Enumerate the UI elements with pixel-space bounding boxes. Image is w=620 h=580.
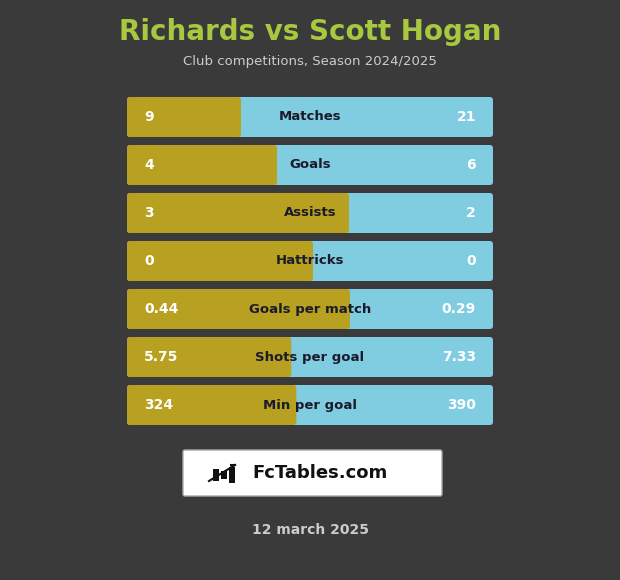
- FancyBboxPatch shape: [127, 385, 296, 425]
- Text: 0.44: 0.44: [144, 302, 179, 316]
- Text: Matches: Matches: [278, 111, 342, 124]
- FancyBboxPatch shape: [127, 337, 291, 377]
- Text: Min per goal: Min per goal: [263, 398, 357, 411]
- FancyBboxPatch shape: [127, 145, 277, 185]
- Text: 7.33: 7.33: [442, 350, 476, 364]
- Bar: [229, 467, 235, 483]
- Text: 9: 9: [144, 110, 154, 124]
- FancyBboxPatch shape: [127, 289, 350, 329]
- FancyBboxPatch shape: [127, 241, 313, 281]
- Text: 3: 3: [144, 206, 154, 220]
- Text: 6: 6: [466, 158, 476, 172]
- Text: FcTables.com: FcTables.com: [253, 464, 388, 482]
- FancyBboxPatch shape: [127, 97, 493, 137]
- FancyBboxPatch shape: [183, 450, 442, 496]
- FancyBboxPatch shape: [127, 289, 493, 329]
- FancyBboxPatch shape: [127, 193, 493, 233]
- FancyBboxPatch shape: [127, 385, 493, 425]
- Text: Shots per goal: Shots per goal: [255, 350, 365, 364]
- FancyBboxPatch shape: [127, 97, 241, 137]
- Text: Richards vs Scott Hogan: Richards vs Scott Hogan: [119, 18, 501, 46]
- Bar: [221, 471, 227, 479]
- Text: 4: 4: [144, 158, 154, 172]
- Text: Assists: Assists: [284, 206, 336, 219]
- Text: 2: 2: [466, 206, 476, 220]
- FancyBboxPatch shape: [127, 145, 493, 185]
- Text: 390: 390: [447, 398, 476, 412]
- Text: Goals: Goals: [289, 158, 331, 172]
- Text: Club competitions, Season 2024/2025: Club competitions, Season 2024/2025: [183, 56, 437, 68]
- Text: 0: 0: [144, 254, 154, 268]
- Text: 324: 324: [144, 398, 173, 412]
- Bar: [213, 469, 219, 481]
- FancyBboxPatch shape: [127, 337, 493, 377]
- Text: 21: 21: [456, 110, 476, 124]
- Text: 0.29: 0.29: [441, 302, 476, 316]
- Text: 12 march 2025: 12 march 2025: [252, 523, 368, 537]
- Text: Hattricks: Hattricks: [276, 255, 344, 267]
- Text: 0: 0: [466, 254, 476, 268]
- Text: Goals per match: Goals per match: [249, 303, 371, 316]
- FancyBboxPatch shape: [127, 241, 493, 281]
- FancyBboxPatch shape: [127, 193, 349, 233]
- Text: 5.75: 5.75: [144, 350, 179, 364]
